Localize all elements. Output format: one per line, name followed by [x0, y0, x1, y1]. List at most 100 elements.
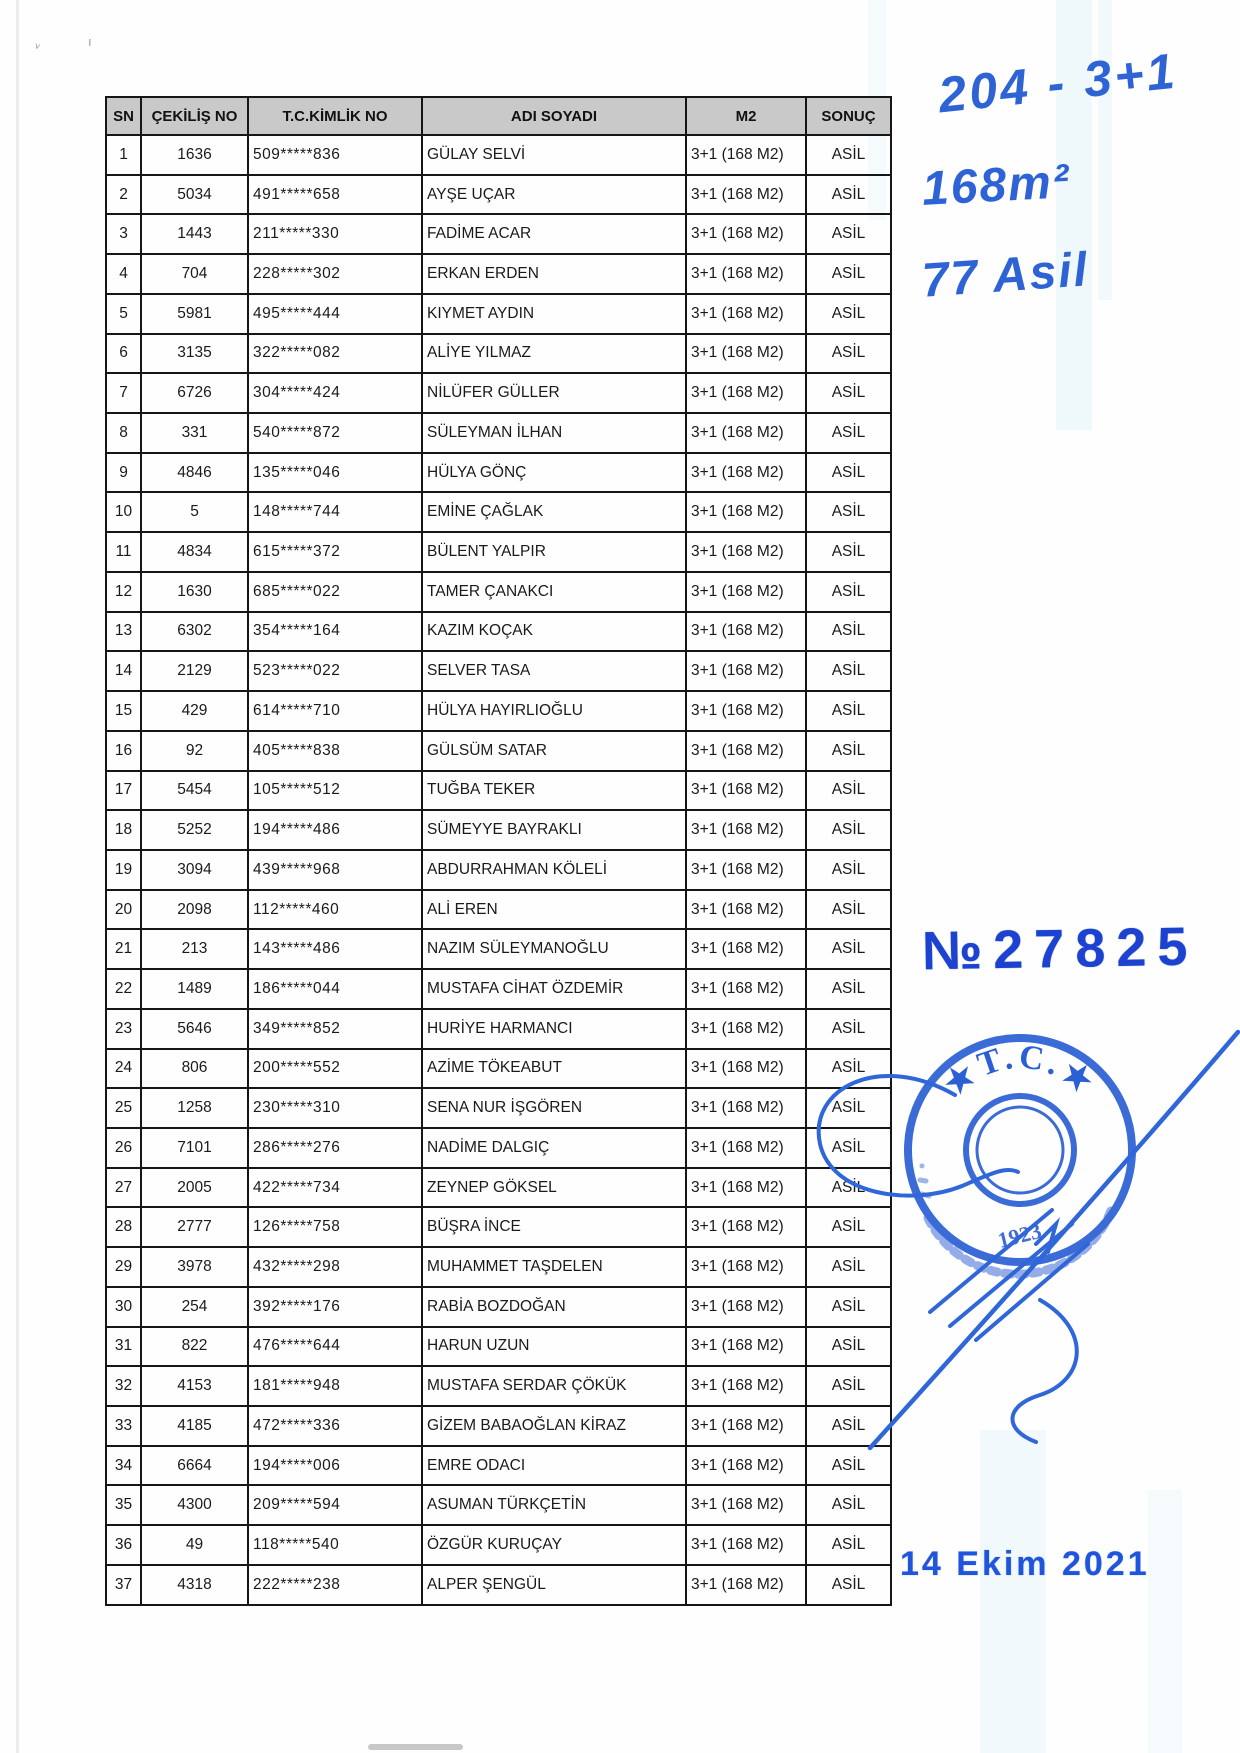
cell-kimlik-no: 186*****044 [247, 968, 423, 1010]
cell-adi-soyadi: NAZIM SÜLEYMANOĞLU [421, 928, 687, 971]
cell-sonuc: ASİL [805, 412, 892, 454]
cell-kimlik-no: 405*****838 [247, 729, 423, 772]
cell-m2: 3+1 (168 M2) [685, 1405, 807, 1447]
cell-sonuc: ASİL [805, 1444, 892, 1487]
cell-kimlik-no: 422*****734 [247, 1166, 423, 1209]
cell-adi-soyadi: HURİYE HARMANCI [421, 1007, 687, 1050]
cell-sonuc: ASİL [805, 1365, 892, 1407]
cell-sn: 34 [105, 1444, 142, 1487]
cell-sonuc: ASİL [805, 1007, 892, 1050]
table-row: 3 1443 211*****330 FADİME ACAR 3+1 (168 M2) A… [105, 213, 892, 256]
cell-sn: 6 [105, 332, 142, 375]
cell-sn: 9 [105, 451, 142, 494]
table-row: 16 92 405*****838 GÜLSÜM SATAR 3+1 (168 M2) A… [105, 729, 892, 772]
scan-speck: ᵥ [33, 35, 43, 52]
cell-kimlik-no: 200*****552 [247, 1047, 423, 1090]
cell-sonuc: ASİL [805, 134, 892, 176]
cell-sn: 32 [105, 1365, 142, 1407]
cell-kimlik-no: 112*****460 [247, 888, 423, 931]
cell-sonuc: ASİL [805, 531, 892, 573]
cell-kimlik-no: 614*****710 [247, 690, 423, 732]
cell-sn: 28 [105, 1206, 142, 1249]
table-row: 4 704 228*****302 ERKAN ERDEN 3+1 (168 M2) AS… [105, 253, 892, 295]
cell-m2: 3+1 (168 M2) [685, 1206, 807, 1249]
cell-m2: 3+1 (168 M2) [685, 173, 807, 216]
cell-adi-soyadi: ZEYNEP GÖKSEL [421, 1166, 687, 1209]
table-row: 32 4153 181*****948 MUSTAFA SERDAR ÇÖKÜK 3+1… [105, 1365, 892, 1407]
cell-adi-soyadi: HARUN UZUN [421, 1325, 687, 1368]
cell-sn: 23 [105, 1007, 142, 1050]
col-header-kimlik-no: T.C.KİMLİK NO [247, 96, 423, 136]
cell-m2: 3+1 (168 M2) [685, 451, 807, 494]
handwritten-note-area: 168m² [920, 155, 1073, 216]
table-row: 17 5454 105*****512 TUĞBA TEKER 3+1 (168 M2)… [105, 769, 892, 812]
cell-kimlik-no: 126*****758 [247, 1206, 423, 1249]
cell-sonuc: ASİL [805, 650, 892, 693]
cell-adi-soyadi: KIYMET AYDIN [421, 292, 687, 335]
cell-m2: 3+1 (168 M2) [685, 1126, 807, 1169]
cell-adi-soyadi: BÜLENT YALPIR [421, 531, 687, 573]
table-row: 6 3135 322*****082 ALİYE YILMAZ 3+1 (168 M2)… [105, 332, 892, 375]
table-row: 9 4846 135*****046 HÜLYA GÖNÇ 3+1 (168 M2) AS… [105, 451, 892, 494]
cell-m2: 3+1 (168 M2) [685, 1563, 807, 1606]
cell-cekilis-no: 331 [140, 412, 249, 454]
cell-m2: 3+1 (168 M2) [685, 968, 807, 1010]
cell-cekilis-no: 2098 [140, 888, 249, 931]
cell-m2: 3+1 (168 M2) [685, 888, 807, 931]
cell-cekilis-no: 213 [140, 928, 249, 971]
cell-sn: 36 [105, 1524, 142, 1566]
cell-adi-soyadi: ÖZGÜR KURUÇAY [421, 1524, 687, 1566]
table-row: 22 1489 186*****044 MUSTAFA CİHAT ÖZDEMİR 3+… [105, 968, 892, 1010]
cell-cekilis-no: 5252 [140, 809, 249, 851]
cell-cekilis-no: 49 [140, 1524, 249, 1566]
cell-sonuc: ASİL [805, 928, 892, 971]
table-row: 5 5981 495*****444 KIYMET AYDIN 3+1 (168 M2)… [105, 292, 892, 335]
cell-m2: 3+1 (168 M2) [685, 1484, 807, 1527]
cell-adi-soyadi: FADİME ACAR [421, 213, 687, 256]
table-row: 33 4185 472*****336 GİZEM BABAOĞLAN KİRAZ 3+… [105, 1405, 892, 1447]
cell-m2: 3+1 (168 M2) [685, 1444, 807, 1487]
cell-cekilis-no: 806 [140, 1047, 249, 1090]
cell-sonuc: ASİL [805, 1325, 892, 1368]
cell-kimlik-no: 439*****968 [247, 848, 423, 891]
cell-adi-soyadi: MUHAMMET TAŞDELEN [421, 1246, 687, 1288]
cell-kimlik-no: 228*****302 [247, 253, 423, 295]
cell-kimlik-no: 143*****486 [247, 928, 423, 971]
cell-sonuc: ASİL [805, 769, 892, 812]
cell-kimlik-no: 685*****022 [247, 570, 423, 613]
table-row: 30 254 392*****176 RABİA BOZDOĞAN 3+1 (168 M… [105, 1285, 892, 1328]
table-row: 13 6302 354*****164 KAZIM KOÇAK 3+1 (168 M2)… [105, 610, 892, 653]
scan-streak [1148, 1490, 1182, 1753]
cell-sn: 29 [105, 1246, 142, 1288]
cell-kimlik-no: 523*****022 [247, 650, 423, 693]
cell-sn: 19 [105, 848, 142, 891]
cell-kimlik-no: 304*****424 [247, 372, 423, 415]
cell-sonuc: ASİL [805, 848, 892, 891]
table-row: 12 1630 685*****022 TAMER ÇANAKCI 3+1 (168 M… [105, 570, 892, 613]
cell-adi-soyadi: ALİYE YILMAZ [421, 332, 687, 375]
cell-sn: 11 [105, 531, 142, 573]
results-table-body: 1 1636 509*****836 GÜLAY SELVİ 3+1 (168 M2) A… [105, 134, 892, 1606]
table-row: 19 3094 439*****968 ABDURRAHMAN KÖLELİ 3+1 (… [105, 848, 892, 891]
signature [816, 1029, 1240, 1451]
cell-kimlik-no: 491*****658 [247, 173, 423, 216]
cell-sn: 14 [105, 650, 142, 693]
cell-m2: 3+1 (168 M2) [685, 134, 807, 176]
cell-m2: 3+1 (168 M2) [685, 1285, 807, 1328]
cell-sonuc: ASİL [805, 332, 892, 375]
cell-adi-soyadi: AYŞE UÇAR [421, 173, 687, 216]
cell-cekilis-no: 5981 [140, 292, 249, 335]
cell-cekilis-no: 6664 [140, 1444, 249, 1487]
cell-cekilis-no: 92 [140, 729, 249, 772]
cell-sonuc: ASİL [805, 1285, 892, 1328]
cell-sn: 2 [105, 173, 142, 216]
cell-m2: 3+1 (168 M2) [685, 769, 807, 812]
cell-m2: 3+1 (168 M2) [685, 412, 807, 454]
cell-adi-soyadi: ERKAN ERDEN [421, 253, 687, 295]
cell-sn: 5 [105, 292, 142, 335]
cell-sonuc: ASİL [805, 1524, 892, 1566]
cell-cekilis-no: 4300 [140, 1484, 249, 1527]
cell-sn: 18 [105, 809, 142, 851]
scan-smudge [368, 1744, 463, 1750]
cell-m2: 3+1 (168 M2) [685, 928, 807, 971]
